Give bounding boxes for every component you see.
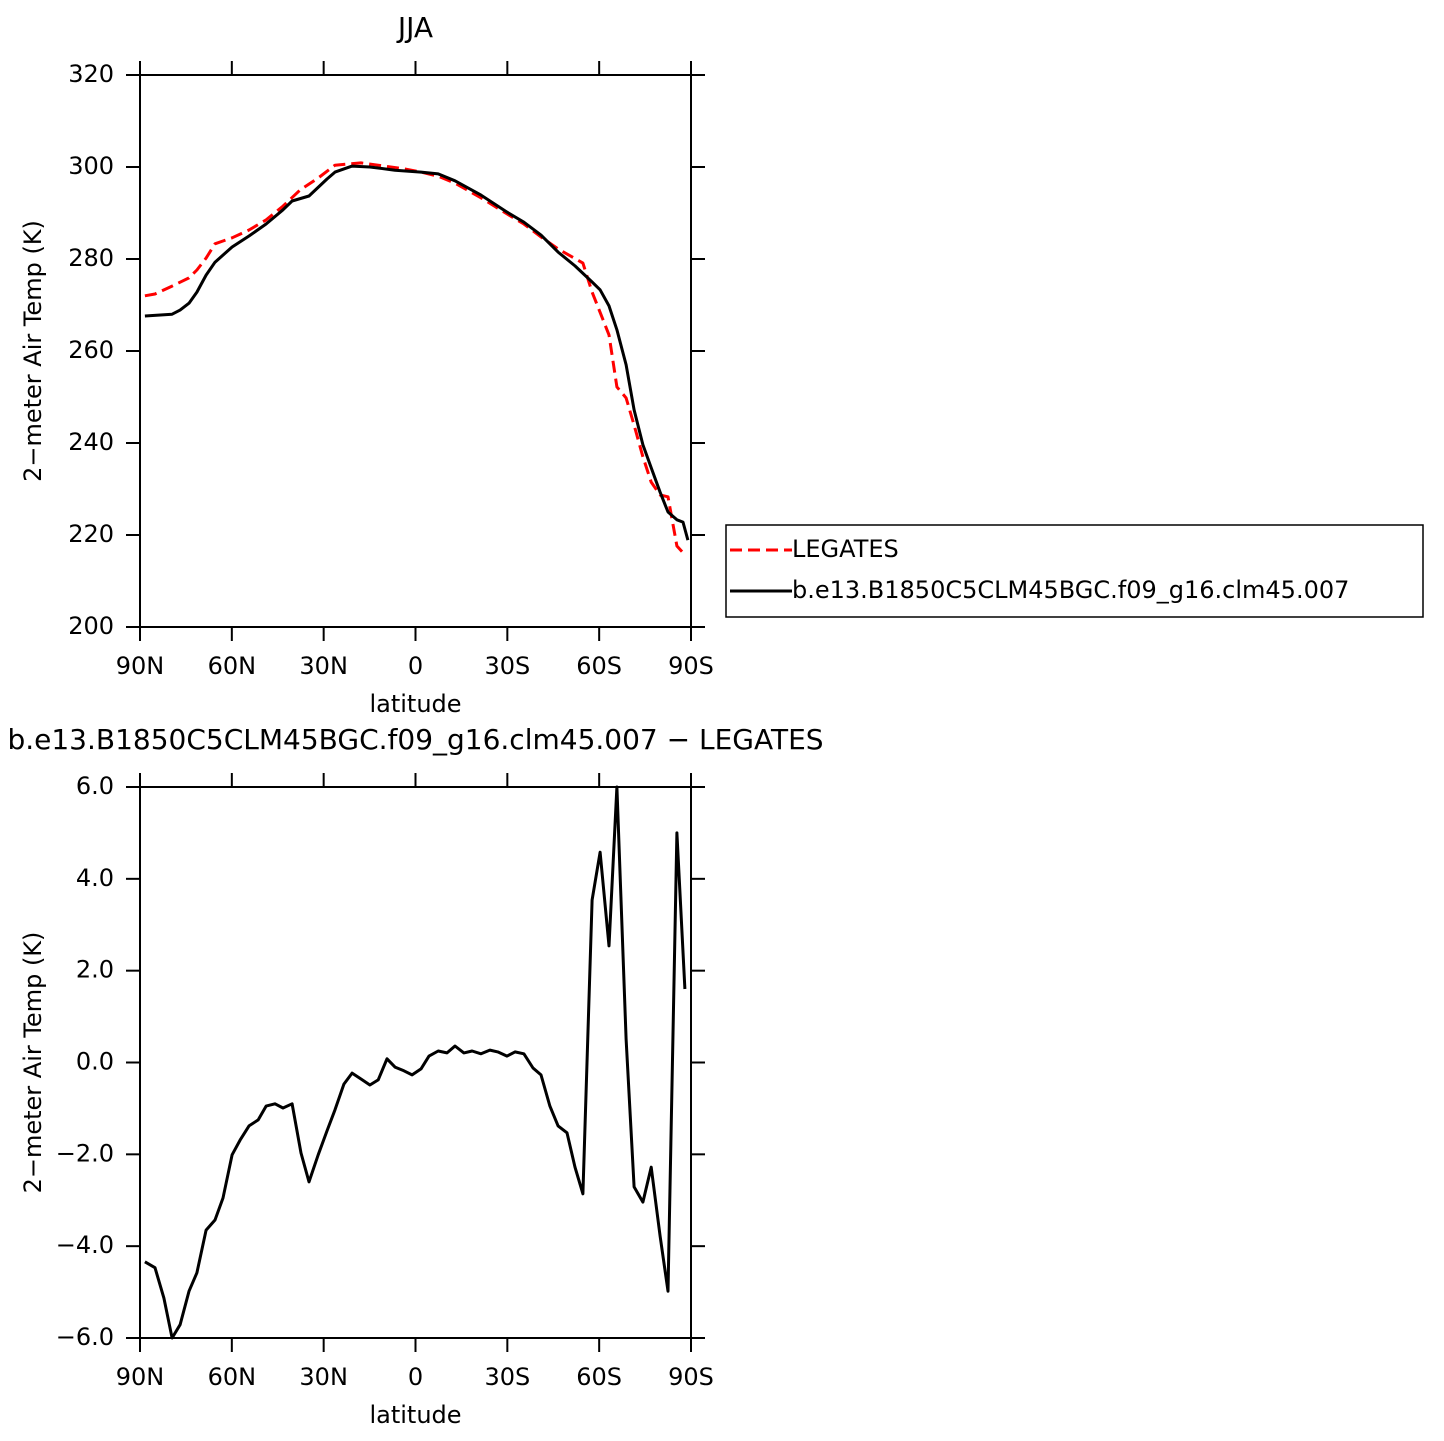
x-tick-label: 60S [576, 652, 622, 680]
x-tick-label: 30S [484, 652, 530, 680]
x-tick-label: 90S [668, 1363, 714, 1391]
series-line [144, 161, 687, 556]
x-tick-label: 0 [408, 1363, 423, 1391]
y-tick-label: 2.0 [76, 956, 114, 984]
x-axis-label: latitude [369, 1401, 461, 1429]
x-tick-label: 30N [299, 1363, 348, 1391]
y-tick-label: −4.0 [56, 1231, 114, 1259]
x-tick-label: 90N [116, 1363, 165, 1391]
series-line [144, 164, 690, 541]
y-axis-label: 2−meter Air Temp (K) [19, 932, 47, 1194]
y-tick-label: 200 [68, 612, 114, 640]
x-tick-label: 90N [116, 652, 165, 680]
legend-box [725, 524, 1424, 618]
chart-title: b.e13.B1850C5CLM45BGC.f09_g16.clm45.007 … [7, 723, 823, 756]
x-tick-label: 60N [208, 652, 257, 680]
y-tick-label: 280 [68, 244, 114, 272]
x-tick-label: 0 [408, 652, 423, 680]
y-tick-label: 0.0 [76, 1048, 114, 1076]
plot-frame [139, 74, 692, 628]
plot-frame [139, 786, 692, 1339]
y-axis-label: 2−meter Air Temp (K) [19, 220, 47, 482]
x-tick-label: 90S [668, 652, 714, 680]
y-tick-label: 320 [68, 60, 114, 88]
y-tick-label: 240 [68, 428, 114, 456]
y-tick-label: −6.0 [56, 1323, 114, 1351]
x-tick-label: 60N [208, 1363, 257, 1391]
x-axis-label: latitude [369, 690, 461, 718]
legend-label: LEGATES [792, 535, 899, 563]
y-tick-label: 220 [68, 520, 114, 548]
y-tick-label: 260 [68, 336, 114, 364]
y-tick-label: 6.0 [76, 772, 114, 800]
y-tick-label: −2.0 [56, 1139, 114, 1167]
y-tick-label: 300 [68, 152, 114, 180]
y-tick-label: 4.0 [76, 864, 114, 892]
chart-title: JJA [396, 11, 433, 44]
series-line [144, 785, 687, 1340]
x-tick-label: 60S [576, 1363, 622, 1391]
x-tick-label: 30S [484, 1363, 530, 1391]
x-tick-label: 30N [299, 652, 348, 680]
legend-label: b.e13.B1850C5CLM45BGC.f09_g16.clm45.007 [792, 576, 1349, 604]
